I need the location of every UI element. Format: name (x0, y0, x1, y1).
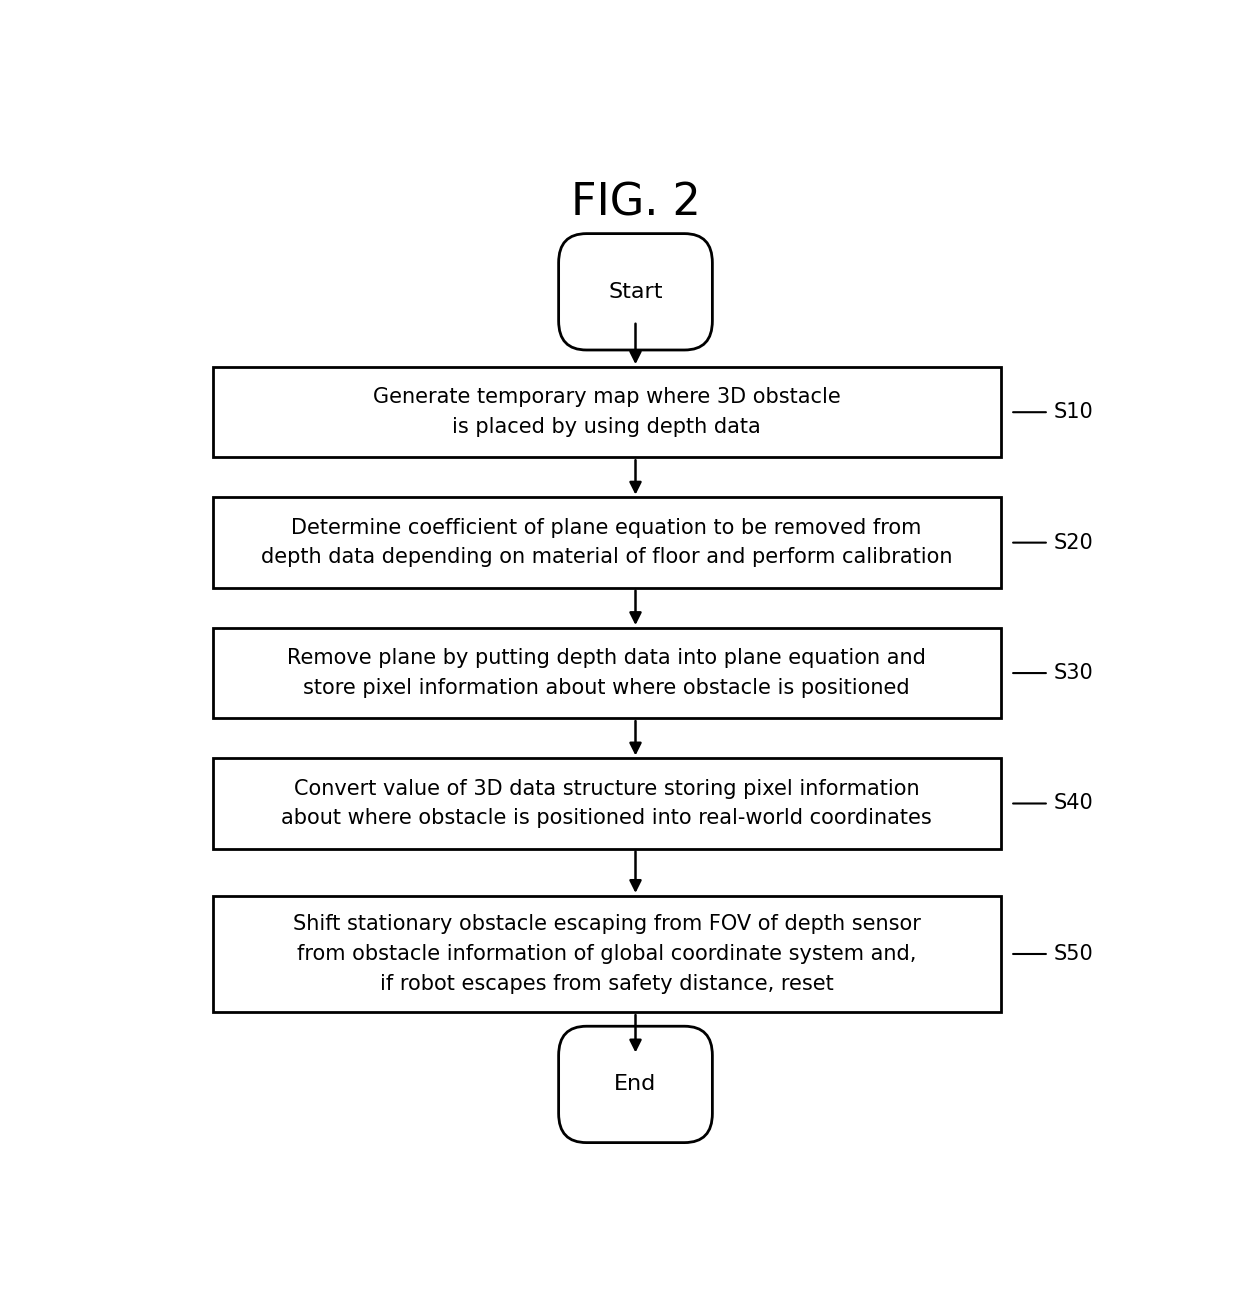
Text: Generate temporary map where 3D obstacle
is placed by using depth data: Generate temporary map where 3D obstacle… (373, 387, 841, 437)
Text: End: End (614, 1075, 657, 1095)
Bar (213, 367, 1001, 457)
FancyBboxPatch shape (558, 1027, 712, 1143)
Text: Start: Start (609, 281, 662, 302)
Bar (213, 758, 1001, 848)
Text: Remove plane by putting depth data into plane equation and
store pixel informati: Remove plane by putting depth data into … (288, 649, 926, 698)
Text: S20: S20 (1054, 533, 1094, 552)
Text: S30: S30 (1054, 663, 1094, 683)
Bar (213, 498, 1001, 588)
Text: FIG. 2: FIG. 2 (570, 181, 701, 224)
Bar (213, 896, 1001, 1011)
Text: Determine coefficient of plane equation to be removed from
depth data depending : Determine coefficient of plane equation … (260, 517, 952, 567)
Text: Shift stationary obstacle escaping from FOV of depth sensor
from obstacle inform: Shift stationary obstacle escaping from … (293, 915, 920, 994)
Bar (213, 628, 1001, 718)
Text: S10: S10 (1054, 403, 1094, 422)
FancyBboxPatch shape (558, 233, 712, 351)
Text: S40: S40 (1054, 794, 1094, 813)
Text: S50: S50 (1054, 943, 1094, 964)
Text: Convert value of 3D data structure storing pixel information
about where obstacl: Convert value of 3D data structure stori… (281, 779, 932, 829)
